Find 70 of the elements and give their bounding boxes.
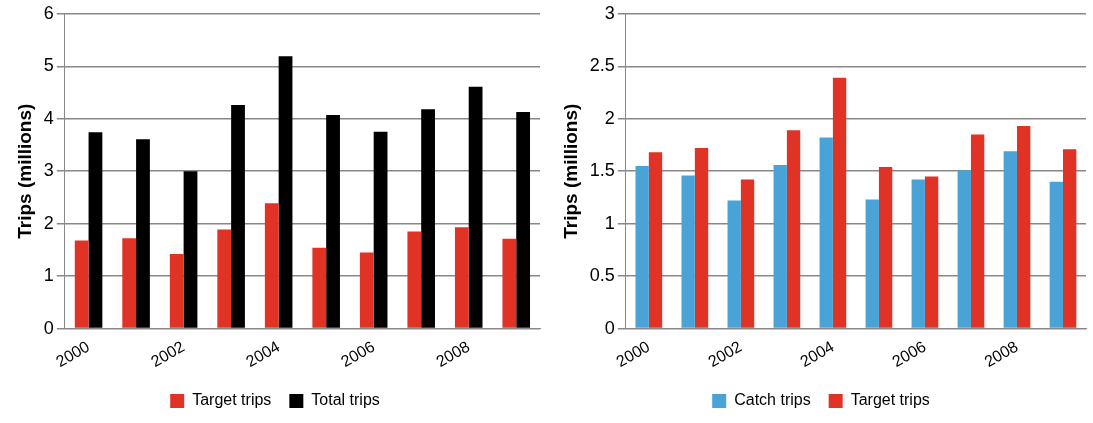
y-axis-title: Trips (millions) (559, 103, 581, 239)
legend-label: Target trips (192, 391, 272, 409)
bar (681, 175, 695, 328)
x-tick-label: 2004 (243, 337, 283, 371)
bar (136, 139, 150, 328)
bar (312, 247, 327, 328)
legend-label: Target trips (850, 391, 930, 409)
bar (957, 170, 971, 328)
bar (468, 86, 483, 328)
bar (373, 131, 388, 328)
bar (924, 176, 939, 328)
y-tick-label: 6 (43, 2, 54, 23)
bar (264, 203, 279, 328)
y-axis-title: Trips (millions) (13, 103, 35, 239)
x-tick-label: 2000 (52, 337, 93, 371)
y-tick-label: 2.5 (589, 55, 615, 76)
x-tick-label: 2002 (148, 337, 188, 371)
bar (359, 252, 374, 328)
y-tick-label: 5 (43, 55, 54, 76)
x-tick-label: 2006 (338, 337, 378, 371)
bar (786, 130, 801, 328)
bar (694, 148, 709, 328)
bar (74, 240, 89, 328)
x-tick-label: 2004 (797, 337, 837, 371)
y-tick-label: 1 (43, 265, 54, 286)
bar (1016, 126, 1031, 328)
x-tick-label: 2006 (889, 337, 929, 371)
y-tick-label: 0.5 (589, 265, 615, 286)
y-tick-label: 3 (604, 2, 615, 23)
legend-label: Catch trips (734, 391, 811, 409)
y-tick-label: 3 (43, 160, 54, 181)
bar (454, 227, 469, 328)
bar (1003, 151, 1017, 328)
bar (1049, 181, 1063, 328)
bar (217, 229, 232, 328)
bar (407, 231, 422, 328)
y-tick-label: 2 (43, 212, 54, 233)
bar (421, 109, 435, 328)
y-tick-label: 2 (604, 107, 615, 128)
bar (878, 166, 893, 328)
y-tick-label: 0 (43, 317, 54, 338)
bar (648, 152, 663, 328)
bar (1062, 149, 1077, 328)
bar (740, 179, 755, 328)
bar (502, 238, 517, 328)
bar (516, 111, 531, 328)
bar (635, 165, 649, 328)
legend-label: Total trips (311, 391, 380, 409)
y-tick-label: 1.5 (589, 160, 615, 181)
bar (773, 164, 787, 328)
y-tick-label: 0 (604, 317, 615, 338)
bar (819, 137, 833, 328)
bar (865, 199, 879, 328)
x-tick-label: 2008 (981, 337, 1021, 371)
bar (970, 134, 985, 328)
x-tick-label: 2000 (613, 337, 653, 371)
y-tick-label: 1 (604, 212, 615, 233)
x-tick-label: 2002 (705, 337, 745, 371)
bar (911, 179, 925, 328)
bar (326, 115, 340, 328)
bar (231, 105, 245, 328)
bar (727, 200, 741, 328)
x-tick-label: 2008 (433, 337, 473, 371)
bar (122, 238, 137, 328)
bar (278, 56, 293, 328)
y-tick-label: 4 (43, 107, 54, 128)
bar (832, 77, 847, 328)
bar (88, 132, 103, 328)
bar (169, 254, 184, 328)
bar (183, 171, 198, 328)
